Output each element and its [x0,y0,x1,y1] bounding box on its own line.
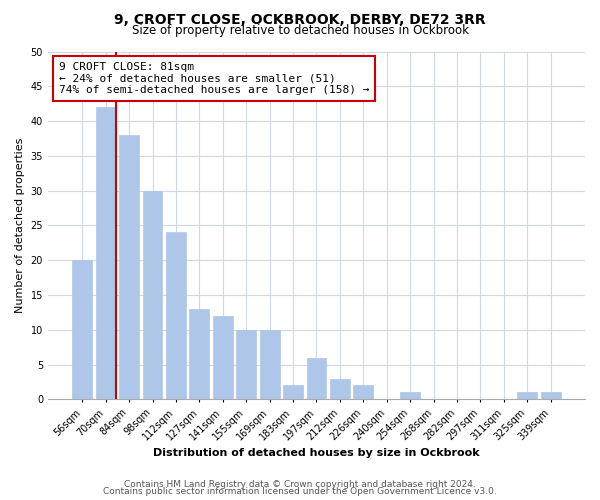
Bar [73,260,92,400]
Text: Contains HM Land Registry data © Crown copyright and database right 2024.: Contains HM Land Registry data © Crown c… [124,480,476,489]
Bar [166,232,186,400]
Bar [353,386,373,400]
Bar [517,392,537,400]
Bar [400,392,420,400]
Bar [283,386,303,400]
Text: 9, CROFT CLOSE, OCKBROOK, DERBY, DE72 3RR: 9, CROFT CLOSE, OCKBROOK, DERBY, DE72 3R… [114,12,486,26]
Bar [213,316,233,400]
Bar [307,358,326,400]
Bar [190,309,209,400]
Y-axis label: Number of detached properties: Number of detached properties [15,138,25,313]
Text: 9 CROFT CLOSE: 81sqm
← 24% of detached houses are smaller (51)
74% of semi-detac: 9 CROFT CLOSE: 81sqm ← 24% of detached h… [59,62,369,95]
Bar [236,330,256,400]
X-axis label: Distribution of detached houses by size in Ockbrook: Distribution of detached houses by size … [153,448,480,458]
Bar [96,107,116,400]
Text: Contains public sector information licensed under the Open Government Licence v3: Contains public sector information licen… [103,488,497,496]
Bar [541,392,560,400]
Bar [119,135,139,400]
Text: Size of property relative to detached houses in Ockbrook: Size of property relative to detached ho… [131,24,469,37]
Bar [330,378,350,400]
Bar [260,330,280,400]
Bar [143,190,163,400]
